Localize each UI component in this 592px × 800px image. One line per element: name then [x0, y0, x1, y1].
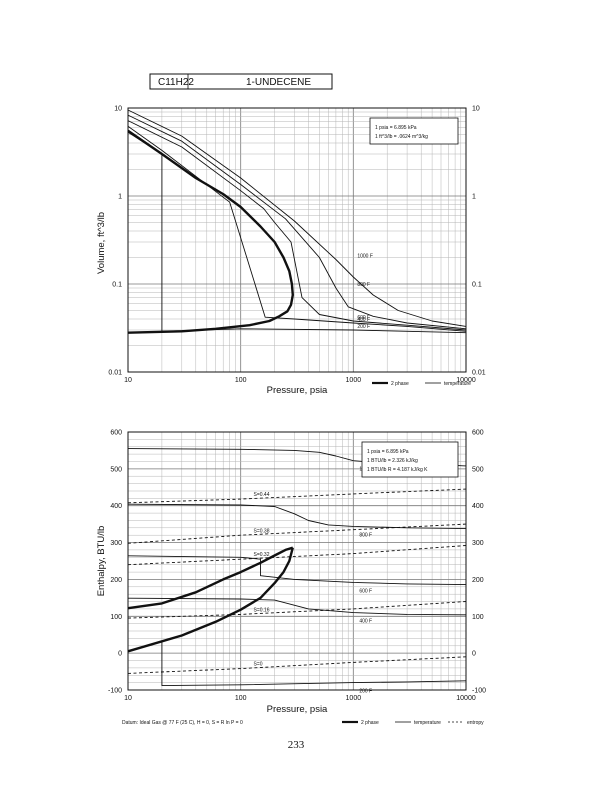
series-label-s-0-44: S=0.44 [254, 492, 270, 498]
series-label-200-f: 200 F [359, 689, 372, 695]
series-line-s-0 [127, 656, 467, 674]
x-tick-label: 1000 [346, 695, 362, 702]
header-formula: C11H22 [158, 77, 194, 88]
series-line-2-phase-upper [127, 546, 294, 610]
y-tick-label-right: 0 [472, 651, 476, 658]
series-line-600-f [127, 120, 467, 331]
legend: 2 phase temperature entropy [342, 720, 484, 726]
enthalpy-chart-y-label: Enthalpy, BTU/lb [96, 526, 107, 597]
series-line-s-0-38 [127, 523, 467, 544]
series-line-2-phase [127, 129, 294, 334]
series-line-400-f [127, 597, 467, 616]
series-label-s-0-16: S=0.16 [254, 607, 270, 613]
x-tick-label: 100 [235, 695, 247, 702]
legend-label: temperature [414, 720, 441, 726]
legend-label: entropy [467, 720, 484, 726]
series-label-s-0: S=0 [254, 662, 263, 668]
y-tick-label-left: 100 [110, 614, 122, 621]
y-tick-label-left: 1 [118, 194, 122, 201]
page-number: 233 [288, 739, 305, 751]
series-label-s-0-38: S=0.38 [254, 528, 270, 534]
enthalpy-chart-x-label: Pressure, psia [267, 704, 328, 715]
series-label-s-0-32: S=0.32 [254, 552, 270, 558]
legend-label: 2 phase [361, 720, 379, 726]
y-tick-label-right: -100 [472, 688, 486, 695]
conversion-line: 1 psia = 6.895 kPa [375, 125, 417, 131]
y-tick-label-left: 200 [110, 577, 122, 584]
y-tick-label-right: 0.1 [472, 282, 482, 289]
y-tick-label-right: 600 [472, 430, 484, 437]
y-tick-label-left: 0 [118, 651, 122, 658]
x-tick-label: 10000 [456, 377, 476, 384]
series-line-s-0-32 [127, 545, 467, 566]
conversion-box [369, 117, 459, 145]
legend-label: temperature [444, 381, 471, 387]
series-line-2-phase-lower [127, 547, 294, 653]
volume-chart: Pressure, psia Volume, ft^3/lb 10 100 1000… [96, 106, 486, 397]
series-line-s-0-44 [127, 488, 467, 504]
series-line-400-f [127, 125, 467, 332]
y-tick-label-right: 300 [472, 540, 484, 547]
enthalpy-chart-footnote: Datum: Ideal Gas @ 77 F (25 C), H = 0, S… [122, 720, 243, 726]
x-tick-label: 10 [124, 695, 132, 702]
y-tick-label-right: 100 [472, 614, 484, 621]
y-tick-label-right: 0.01 [472, 370, 486, 377]
conversion-line: 1 psia = 6.895 kPa [367, 449, 409, 455]
enthalpy-chart: Pressure, psia Enthalpy, BTU/lb Datum: I… [96, 430, 486, 727]
header-compound-name: 1-UNDECENE [246, 77, 311, 88]
series-label-1000-f: 1000 F [357, 253, 373, 259]
y-tick-label-left: 0.01 [108, 370, 122, 377]
header: C11H22 1-UNDECENE [149, 73, 333, 90]
x-tick-label: 100 [235, 377, 247, 384]
x-tick-label: 10000 [456, 695, 476, 702]
y-tick-label-left: 0.1 [112, 282, 122, 289]
y-tick-label-right: 10 [472, 106, 480, 113]
conversion-line: 1 BTU/lb R = 4.187 kJ/kg K [367, 467, 428, 473]
y-tick-label-left: 400 [110, 503, 122, 510]
series-line-s-0-16 [127, 601, 467, 619]
plot-frame [127, 107, 467, 373]
series-line-1000-f [127, 109, 467, 327]
series-line-600-f [127, 555, 467, 586]
y-tick-label-left: 10 [114, 106, 122, 113]
x-tick-label: 10 [124, 377, 132, 384]
volume-chart-y-label: Volume, ft^3/lb [96, 212, 107, 274]
x-tick-label: 1000 [346, 377, 362, 384]
conversion-box [361, 441, 459, 478]
series-label-400-f: 400 F [357, 317, 370, 323]
y-tick-label-right: 1 [472, 194, 476, 201]
conversion-line: 1 ft^3/lb = .0624 m^3/kg [375, 134, 428, 140]
y-tick-label-right: 500 [472, 466, 484, 473]
series-line-800-f [127, 503, 467, 530]
header-box [149, 73, 333, 90]
series-label-600-f: 600 F [359, 588, 372, 594]
volume-chart-x-label: Pressure, psia [267, 385, 328, 396]
series-line-200-f [127, 131, 467, 334]
series-line-200-f [161, 642, 467, 687]
y-tick-label-left: 300 [110, 540, 122, 547]
y-tick-label-left: 500 [110, 466, 122, 473]
y-tick-label-left: 600 [110, 430, 122, 437]
series-label-200-f: 200 F [357, 324, 370, 330]
plot-frame [127, 431, 467, 691]
series-label-800-f: 800 F [359, 532, 372, 538]
legend-label: 2 phase [391, 381, 409, 387]
series-label-400-f: 400 F [359, 619, 372, 625]
conversion-line: 1 BTU/lb = 2.326 kJ/kg [367, 458, 418, 464]
y-tick-label-left: -100 [108, 688, 122, 695]
legend: 2 phase temperature [372, 381, 471, 387]
series-line-800-f [127, 114, 467, 330]
series-label-800-f: 800 F [357, 282, 370, 288]
series-label-600-f: 600 F [357, 315, 370, 321]
y-tick-label-right: 400 [472, 503, 484, 510]
y-tick-label-right: 200 [472, 577, 484, 584]
